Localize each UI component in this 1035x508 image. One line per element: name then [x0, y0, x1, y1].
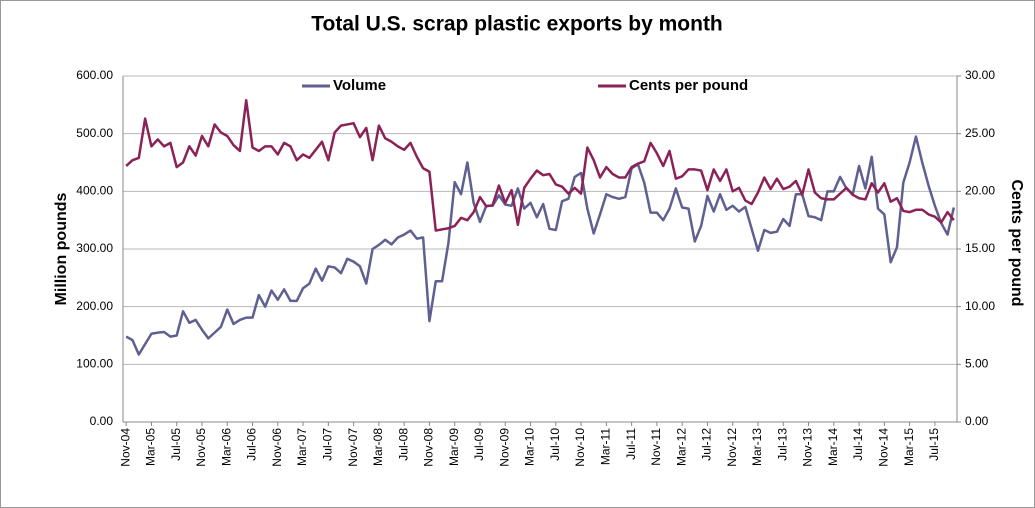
y-tick-label: 100.00: [76, 357, 113, 371]
x-tick-label: Nov-14: [877, 428, 891, 467]
x-tick-label: Nov-09: [497, 428, 511, 467]
y2-tick-label: 30.00: [965, 68, 995, 82]
x-tick-label: Nov-05: [194, 428, 208, 467]
x-tick-label: Nov-13: [801, 428, 815, 467]
x-tick-label: Nov-06: [270, 428, 284, 467]
legend-label: Cents per pound: [629, 77, 748, 94]
x-tick-label: Nov-07: [346, 428, 360, 467]
x-tick-label: Jul-06: [245, 428, 259, 461]
x-tick-label: Jul-14: [851, 428, 865, 461]
x-tick-label: Mar-12: [674, 428, 688, 466]
y2-tick-label: 10.00: [965, 299, 995, 313]
x-tick-label: Nov-04: [118, 428, 132, 467]
x-tick-label: Jul-11: [624, 428, 638, 460]
x-tick-label: Mar-09: [447, 428, 461, 466]
x-tick-label: Mar-13: [750, 428, 764, 466]
x-tick-label: Mar-14: [826, 428, 840, 466]
x-tick-label: Mar-11: [599, 428, 613, 465]
x-tick-label: Nov-11: [649, 428, 663, 466]
x-tick-label: Jul-07: [321, 428, 335, 461]
x-tick-label: Nov-08: [422, 428, 436, 467]
x-tick-label: Jul-05: [169, 428, 183, 461]
x-tick-label: Jul-15: [927, 428, 941, 461]
x-tick-label: Mar-08: [371, 428, 385, 466]
y2-axis-label: Cents per pound: [1008, 179, 1025, 306]
x-tick-label: Nov-12: [725, 428, 739, 467]
legend-label: Volume: [333, 77, 386, 94]
x-tick-label: Mar-10: [523, 428, 537, 466]
y-tick-label: 300.00: [76, 241, 113, 255]
x-tick-label: Mar-06: [219, 428, 233, 466]
x-tick-label: Jul-10: [548, 428, 562, 461]
y-tick-label: 400.00: [76, 184, 113, 198]
y-axis-label: Million pounds: [53, 192, 70, 305]
line-series: [125, 135, 956, 356]
y2-tick-label: 5.00: [965, 357, 989, 371]
y-tick-label: 200.00: [76, 299, 113, 313]
x-tick-label: Jul-12: [700, 428, 714, 461]
y-tick-label: 600.00: [76, 68, 113, 82]
x-tick-label: Mar-05: [144, 428, 158, 466]
y2-tick-label: 20.00: [965, 184, 995, 198]
chart-title: Total U.S. scrap plastic exports by mont…: [311, 13, 723, 36]
y2-tick-label: 0.00: [965, 414, 989, 428]
x-tick-label: Nov-10: [573, 428, 587, 467]
y-tick-label: 0.00: [90, 414, 114, 428]
y2-tick-label: 25.00: [965, 126, 995, 140]
x-tick-label: Jul-08: [396, 428, 410, 461]
x-tick-label: Mar-07: [295, 428, 309, 466]
x-tick-label: Mar-15: [902, 428, 916, 466]
y2-tick-label: 15.00: [965, 241, 995, 255]
x-tick-label: Jul-13: [775, 428, 789, 461]
line-series: [125, 98, 955, 232]
x-tick-label: Jul-09: [472, 428, 486, 461]
y-tick-label: 500.00: [76, 126, 113, 140]
